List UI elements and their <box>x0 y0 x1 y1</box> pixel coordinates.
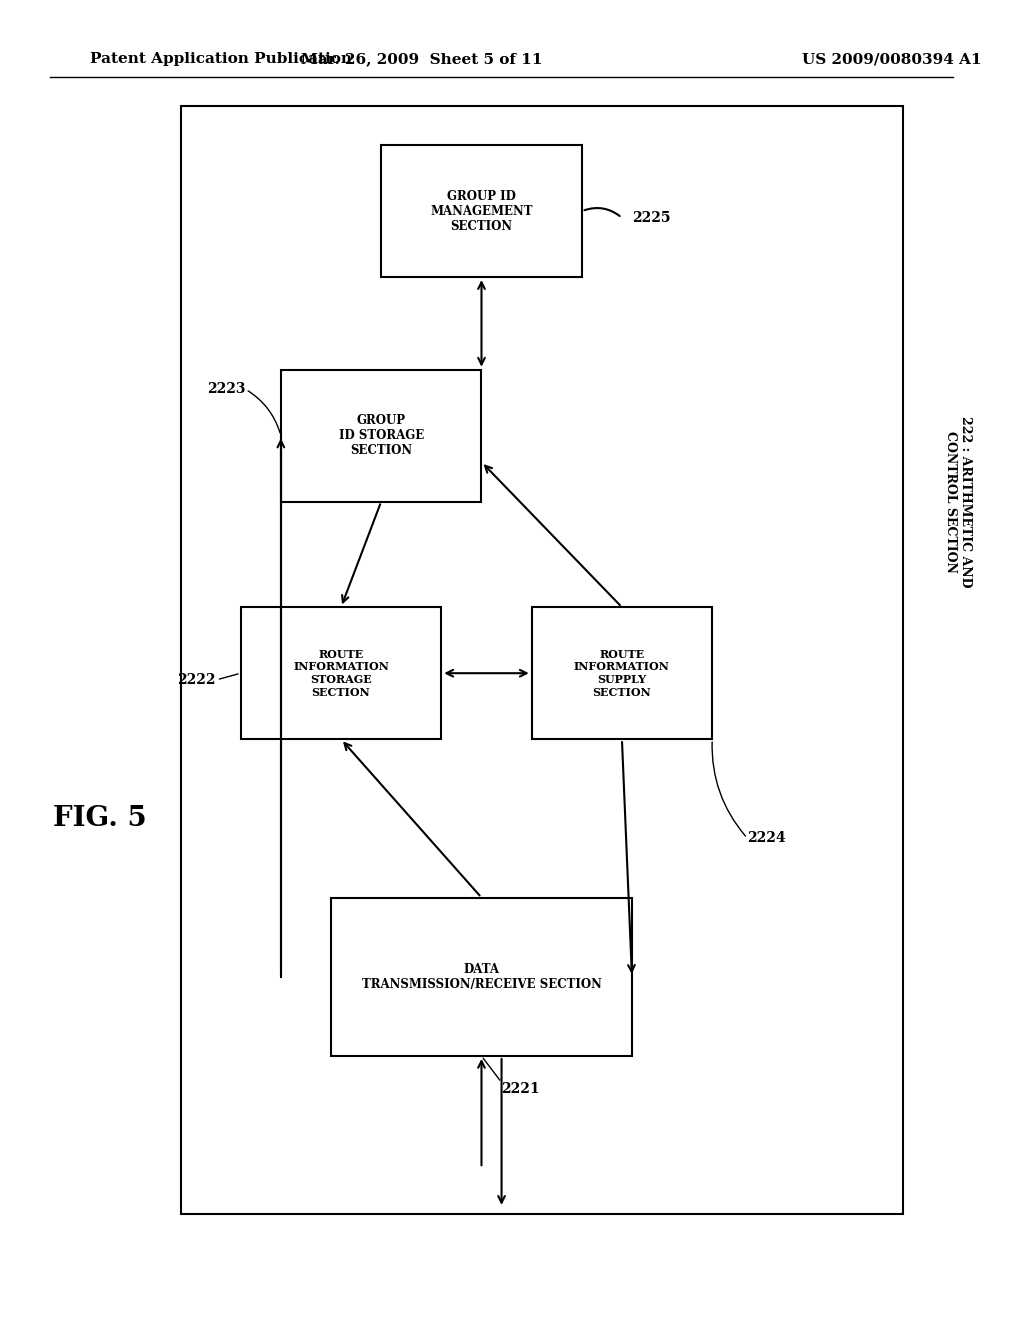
Text: 2224: 2224 <box>748 832 786 845</box>
Text: 2223: 2223 <box>207 383 246 396</box>
FancyBboxPatch shape <box>281 370 481 502</box>
Text: 2221: 2221 <box>502 1082 541 1096</box>
Text: DATA
TRANSMISSION/RECEIVE SECTION: DATA TRANSMISSION/RECEIVE SECTION <box>361 962 601 991</box>
Text: FIG. 5: FIG. 5 <box>53 805 147 832</box>
Text: 2222: 2222 <box>177 673 216 686</box>
FancyBboxPatch shape <box>381 145 582 277</box>
Text: GROUP
ID STORAGE
SECTION: GROUP ID STORAGE SECTION <box>339 414 424 457</box>
Text: US 2009/0080394 A1: US 2009/0080394 A1 <box>803 53 982 66</box>
FancyBboxPatch shape <box>241 607 441 739</box>
Text: ROUTE
INFORMATION
STORAGE
SECTION: ROUTE INFORMATION STORAGE SECTION <box>293 648 389 698</box>
FancyBboxPatch shape <box>331 898 632 1056</box>
FancyBboxPatch shape <box>531 607 713 739</box>
Text: Patent Application Publication: Patent Application Publication <box>90 53 352 66</box>
Text: ROUTE
INFORMATION
SUPPLY
SECTION: ROUTE INFORMATION SUPPLY SECTION <box>574 648 670 698</box>
Text: 222 : ARITHMETIC AND
CONTROL SECTION: 222 : ARITHMETIC AND CONTROL SECTION <box>944 416 972 587</box>
Text: GROUP ID
MANAGEMENT
SECTION: GROUP ID MANAGEMENT SECTION <box>430 190 532 232</box>
Text: 2225: 2225 <box>632 211 671 224</box>
Text: Mar. 26, 2009  Sheet 5 of 11: Mar. 26, 2009 Sheet 5 of 11 <box>301 53 542 66</box>
